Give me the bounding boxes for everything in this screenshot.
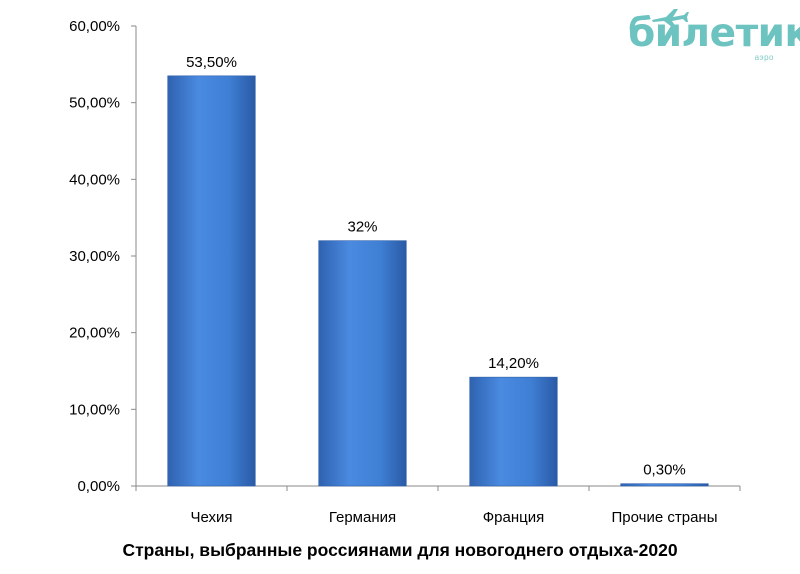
chart-title: Страны, выбранные россиянами для новогод… — [122, 540, 678, 560]
biletik-logo: билетик аэро — [628, 6, 800, 68]
category-label: Франция — [483, 509, 544, 526]
data-label: 0,30% — [643, 462, 686, 479]
y-tick-label: 50,00% — [69, 95, 120, 112]
axes: 0,00% 10,00% 20,00% 30,00% 40,00% 50,00% 60,00… — [69, 18, 741, 495]
category-label: Прочие страны — [612, 509, 718, 526]
category-label: Чехия — [190, 509, 232, 526]
y-tick-label: 40,00% — [69, 171, 120, 188]
bar-2 — [318, 240, 407, 487]
data-label: 53,50% — [186, 54, 237, 71]
airplane-icon — [652, 9, 689, 27]
logo-wordmark: билетик — [628, 11, 800, 56]
y-tick-label: 30,00% — [69, 248, 120, 265]
y-tick-label: 0,00% — [77, 478, 120, 495]
logo-subtitle: аэро — [754, 53, 774, 62]
bar-3 — [469, 376, 558, 487]
bars-group — [167, 75, 709, 487]
bar-chart: 0,00% 10,00% 20,00% 30,00% 40,00% 50,00% 60,00… — [69, 18, 741, 526]
y-tick-label: 20,00% — [69, 325, 120, 342]
bar-4 — [620, 483, 709, 487]
y-tick-label: 10,00% — [69, 401, 120, 418]
y-tick-label: 60,00% — [69, 18, 120, 35]
category-label: Германия — [329, 509, 396, 526]
bar-1 — [167, 75, 256, 487]
labels-group: 53,50% Чехия 32% Германия 14,20% Франция 0,30%… — [186, 54, 717, 526]
data-label: 14,20% — [488, 355, 539, 372]
data-label: 32% — [347, 219, 377, 236]
